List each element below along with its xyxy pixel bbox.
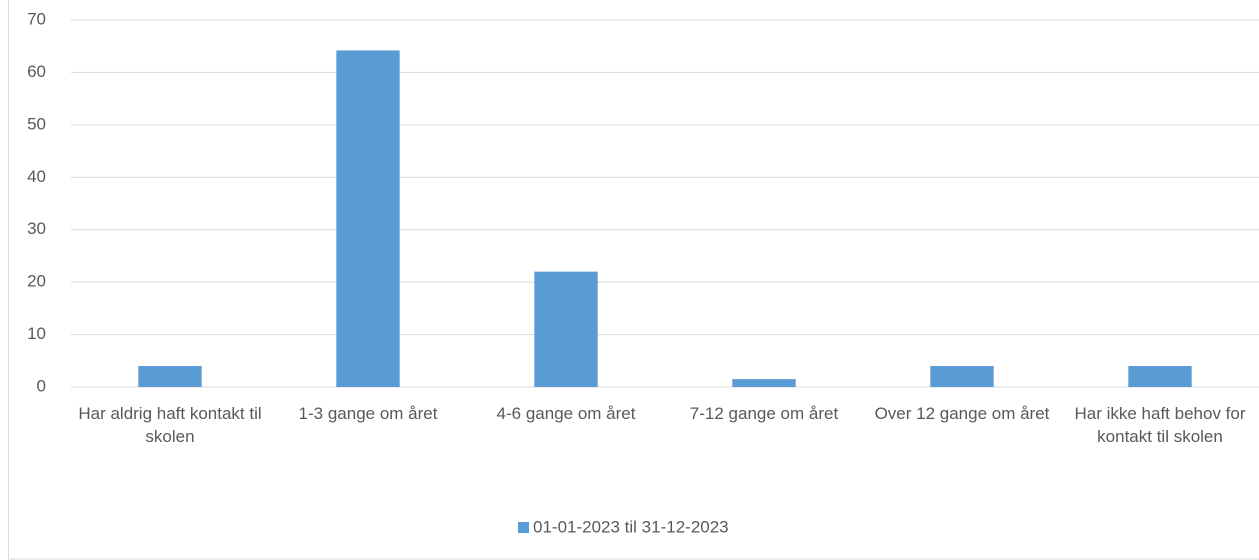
y-tick-label: 50 — [27, 114, 46, 133]
bar — [138, 366, 202, 387]
bar — [336, 50, 400, 388]
x-tick-label: Har aldrig haft kontakt til skolen — [78, 404, 262, 446]
x-tick-label: Har ikke haft behov for kontakt til skol… — [1074, 404, 1246, 446]
legend-swatch — [518, 522, 529, 533]
y-tick-label: 10 — [27, 324, 46, 343]
y-tick-label: 20 — [27, 272, 46, 291]
y-tick-label: 40 — [27, 167, 46, 186]
y-tick-label: 60 — [27, 62, 46, 81]
y-tick-label: 30 — [27, 219, 46, 238]
chart-border — [8, 0, 1259, 560]
bar — [534, 271, 598, 387]
x-tick-label: 7-12 gange om året — [689, 404, 839, 423]
bar — [732, 379, 796, 387]
x-tick-label: Over 12 gange om året — [874, 404, 1050, 423]
bar — [930, 366, 994, 387]
x-tick-label: 4-6 gange om året — [496, 404, 636, 423]
bar — [1128, 366, 1192, 387]
y-tick-label: 70 — [27, 9, 46, 28]
legend-label: 01-01-2023 til 31-12-2023 — [533, 517, 729, 536]
y-tick-label: 0 — [37, 376, 46, 395]
x-tick-label: 1-3 gange om året — [298, 404, 438, 423]
